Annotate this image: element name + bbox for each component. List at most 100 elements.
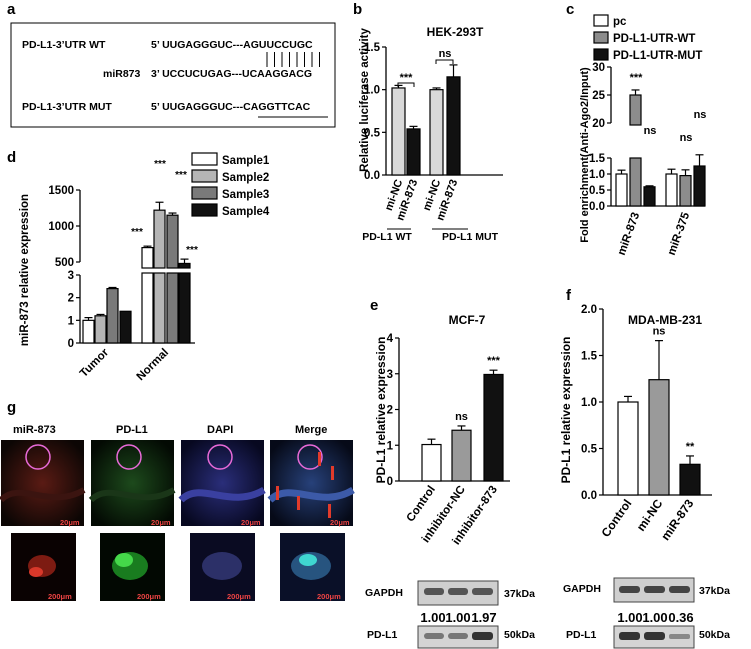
chart-d-legend-label-0: Sample1 [222,155,270,167]
panel-a: PD-L1-3’UTR WT 5’ UUGAGGGUC---AGUUCCUGC … [10,22,336,128]
blot-f: GAPDH 37kDa 1.00 1.00 0.36 PD-L1 50kDa [563,577,730,649]
chart-d-bar-upper-2-1 [166,214,179,269]
blot-e-pdl1-band-1 [424,633,444,639]
arrow-marker-1 [318,452,321,466]
panel-c-chart: Fold enrichment(Anti-Ago2/Input) pc PD-L1… [579,14,707,257]
blot-f-gapdh-band-1 [619,586,640,593]
chart-d-bar-upper-3-1 [178,262,191,269]
chart-e-bar-0 [421,443,442,482]
chart-f-bar-1 [648,379,670,496]
blot-e-gapdh-kda: 37kDa [504,588,535,600]
chart-d-bar-1-1 [153,272,166,344]
chart-d-legend-label-1: Sample2 [222,172,269,184]
blot-e-gapdh-band-1 [424,588,444,595]
blot-f-gapdh-band-2 [644,586,665,593]
panel-e-chart: MCF-7 PD-L1 relative expression 01234Con… [374,313,510,547]
zoom-signal-merge-core [299,554,317,566]
chart-b-ylabel: Relative luciferase activity [359,27,371,171]
chart-b-bar-3 [446,76,461,176]
chart-d-annotation-3: *** [186,245,198,256]
blot-e-value-1: 1.00 [420,610,445,625]
chart-f-annotation-1: ns [653,326,666,338]
chart-c-upper-ytick-label-0: 20 [592,118,605,130]
blot-f-gapdh-kda: 37kDa [699,585,730,597]
seq-mut: 5’ UUGAGGGUC---CAGGTTCAC [151,101,311,113]
chart-c-bar-1-1 [679,175,692,207]
blot-f-pdl1-band-1 [619,632,640,640]
chart-c-lower-ytick-label-3: 1.5 [589,153,606,165]
chart-f-ytick-label-4: 2.0 [581,304,597,316]
chart-d-lower-ytick-label-2: 2 [68,293,74,305]
panel-f-chart: MDA-MB-231 PD-L1 relative expression 0.0… [559,304,712,543]
chart-c-annotation-3: ns [694,109,707,121]
panel-letter-b: b [353,1,362,18]
chart-e-title: MCF-7 [449,313,486,327]
chart-c-annotation-2: ns [680,132,693,144]
chart-f-bar-2 [679,463,701,496]
chart-d-legend-swatch-1 [191,169,218,183]
blot-f-value-3: 0.36 [668,610,693,625]
chart-f-ytick-label-2: 1.0 [581,397,597,409]
chart-e-ytick-label-4: 4 [387,333,394,345]
chart-d-annotation-0: *** [131,227,143,238]
chart-d-bar-3-0 [119,310,132,344]
chart-e-annotation-1: ns [455,411,468,423]
chart-e-ylabel: PD-L1 relative expression [374,337,388,484]
chart-d-xtick-label-1: Normal [135,347,172,384]
blot-f-gapdh-band-3 [669,586,690,593]
chart-d-upper-ytick-label-1: 1000 [48,221,74,233]
blot-f-pdl1-band-2 [644,632,665,640]
chart-f-ytick-label-3: 1.5 [581,351,598,363]
panel-b-chart: HEK-293T Relative luciferase activity PD… [359,25,503,243]
chart-b-ytick-label-3: 1.5 [364,42,381,54]
chart-c-bar-upper-1-0 [629,94,642,126]
roi-circle-green [116,444,142,470]
channel-label-pdl1: PD-L1 [116,424,148,436]
chart-d-upper-ytick-label-2: 1500 [48,185,74,197]
chart-d-bar-2-1 [166,272,179,344]
chart-f-title: MDA-MB-231 [628,313,702,327]
chart-b-bar-1 [406,128,421,176]
chart-c-legend-label-0: pc [613,16,627,28]
tissue-strand-blue [178,486,266,503]
channel-label-dapi: DAPI [207,424,233,436]
zoom-signal-green-core [115,553,133,567]
image-dapi [181,440,264,526]
blot-e-gapdh-band-3 [472,588,493,595]
panel-g: miR-873 PD-L1 DAPI Merge 20μm 20μm 20μm … [0,424,355,601]
seq-label-wt: PD-L1-3’UTR WT [22,39,106,51]
chart-d-legend-label-2: Sample3 [222,189,269,201]
zoom-signal-blue [202,552,242,580]
chart-e-ytick-label-1: 1 [387,440,394,452]
tissue-strand-green [88,487,176,503]
blot-e-pdl1-label: PD-L1 [367,629,397,641]
blot-f-gapdh-label: GAPDH [563,583,601,595]
chart-c-ylabel: Fold enrichment(Anti-Ago2/Input) [579,67,591,243]
chart-f-xtick-label-0: Control [599,497,635,540]
blot-f-pdl1-band-3 [669,634,690,639]
chart-d-xtick-label-0: Tumor [78,346,112,380]
blot-e: GAPDH 37kDa 1.00 1.00 1.97 PD-L1 50kDa [365,580,535,649]
blot-e-value-3: 1.97 [471,610,496,625]
chart-d-legend-label-3: Sample4 [222,206,270,218]
chart-b-ytick-label-2: 1.0 [364,85,380,97]
chart-e-ytick-label-2: 2 [387,405,393,417]
blot-f-pdl1-kda: 50kDa [699,629,730,641]
blot-e-pdl1-band-3 [472,632,493,640]
seq-label-mut: PD-L1-3’UTR MUT [22,101,112,113]
scale-label-merge-bottom: 200μm [317,592,341,601]
image-mir873 [1,440,84,526]
blot-f-value-2: 1.00 [642,610,667,625]
chart-e-annotation-2: *** [487,355,501,367]
chart-d-annotation-1: *** [154,159,166,170]
chart-d-upper-ytick-label-0: 500 [55,257,74,269]
chart-d-lower-ytick-label-0: 0 [68,338,74,350]
chart-d-lower-ytick-label-1: 1 [68,315,75,327]
blot-e-value-2: 1.00 [445,610,470,625]
tissue-strand-red [0,487,86,503]
chart-c-annotation-0: *** [630,72,644,84]
chart-d-legend-swatch-0 [191,152,218,166]
chart-c-legend-label-2: PD-L1-UTR-MUT [613,50,702,62]
sequence-box [10,22,336,128]
